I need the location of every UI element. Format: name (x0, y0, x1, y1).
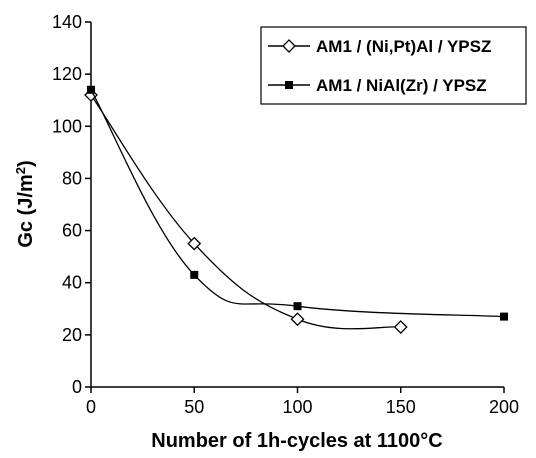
y-tick-label: 120 (52, 64, 82, 84)
legend-label-1: AM1 / (Ni,Pt)Al / YPSZ (316, 37, 491, 56)
x-axis-title: Number of 1h-cycles at 1100°C (151, 430, 442, 452)
y-axis-title-sup: 2 (13, 167, 28, 174)
legend: AM1 / (Ni,Pt)Al / YPSZ AM1 / NiAl(Zr) / … (260, 26, 527, 105)
y-axis-title-main: Gc (15, 221, 37, 248)
x-tick-label: 50 (184, 397, 204, 417)
series-line-1 (90, 94, 401, 330)
y-axis-title: Gc (J/m2) (13, 160, 38, 247)
y-tick-label: 60 (62, 221, 82, 241)
data-point-diamond (187, 236, 202, 251)
y-tick-label: 140 (52, 12, 82, 32)
legend-marker-diamond (282, 39, 296, 53)
x-tick-label: 0 (86, 397, 96, 417)
y-axis-title-units: (J/m (15, 174, 37, 221)
x-axis-ticks: 0 50 100 150 200 (86, 387, 519, 417)
y-axis-ticks: 0 20 40 60 80 100 120 140 (52, 12, 91, 397)
data-point-square (293, 302, 302, 311)
y-tick-label: 0 (72, 377, 82, 397)
data-point-diamond (393, 320, 408, 334)
y-tick-label: 100 (52, 116, 82, 136)
data-point-square (190, 270, 199, 279)
series-layer (84, 85, 508, 334)
y-tick-label: 80 (62, 168, 82, 188)
legend-box (260, 26, 527, 105)
legend-marker-square (285, 81, 293, 89)
x-tick-label: 100 (282, 397, 312, 417)
data-point-diamond (290, 312, 305, 327)
y-tick-label: 20 (62, 325, 82, 345)
y-axis-title-close: ) (15, 160, 37, 167)
y-tick-label: 40 (62, 273, 82, 293)
x-tick-label: 150 (386, 397, 416, 417)
data-point-square (87, 85, 95, 94)
data-point-square (500, 312, 508, 321)
series-line-2 (90, 89, 505, 318)
legend-label-2: AM1 / NiAl(Zr) / YPSZ (316, 76, 487, 95)
x-tick-label: 200 (489, 397, 519, 417)
